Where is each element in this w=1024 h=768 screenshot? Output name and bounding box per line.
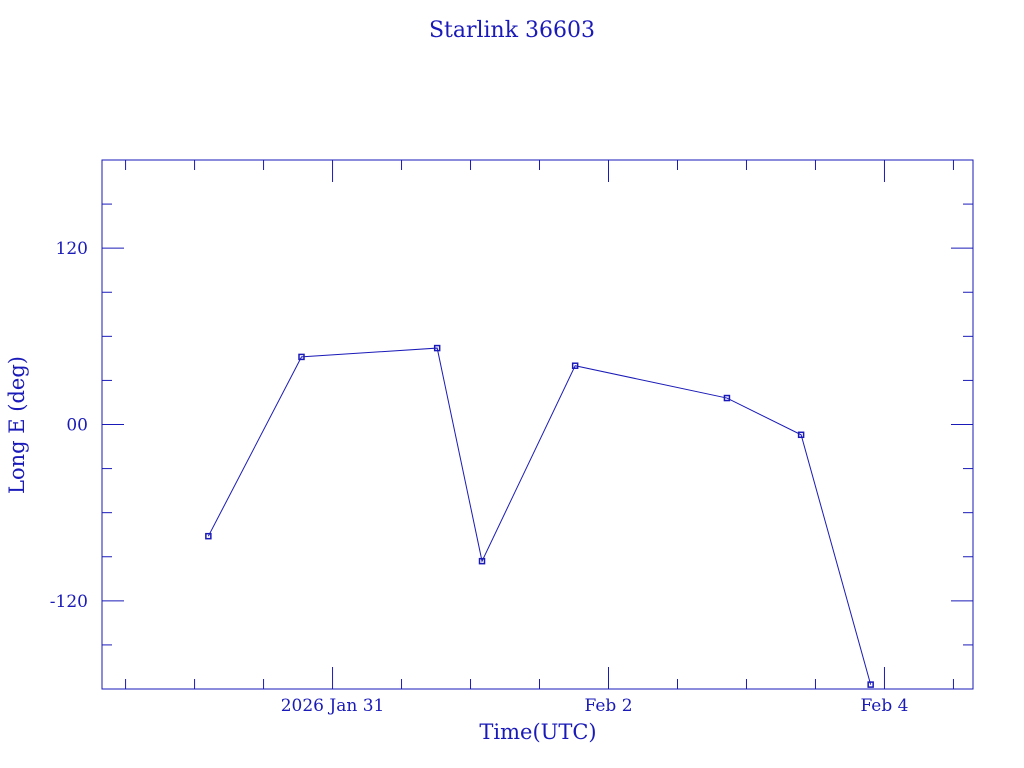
data-point <box>433 344 441 352</box>
y-tick-label: -120 <box>50 592 88 612</box>
x-tick-label: 2026 Jan 31 <box>281 696 385 716</box>
y-axis-label: Long E (deg) <box>5 356 29 494</box>
x-axis-label: Time(UTC) <box>479 720 596 744</box>
data-point <box>571 362 579 369</box>
plot-frame <box>101 159 974 690</box>
data-point <box>797 431 805 439</box>
data-point <box>867 681 874 688</box>
data-point <box>478 557 486 565</box>
y-tick-label: 120 <box>56 239 88 259</box>
series-line <box>207 347 872 685</box>
x-tick-label: Feb 4 <box>860 696 908 716</box>
data-point <box>298 353 305 361</box>
data-point <box>723 394 731 402</box>
y-tick-label: 00 <box>66 416 88 436</box>
x-tick-label: Feb 2 <box>584 696 632 716</box>
chart-title: Starlink 36603 <box>429 18 595 43</box>
data-point <box>205 532 212 540</box>
